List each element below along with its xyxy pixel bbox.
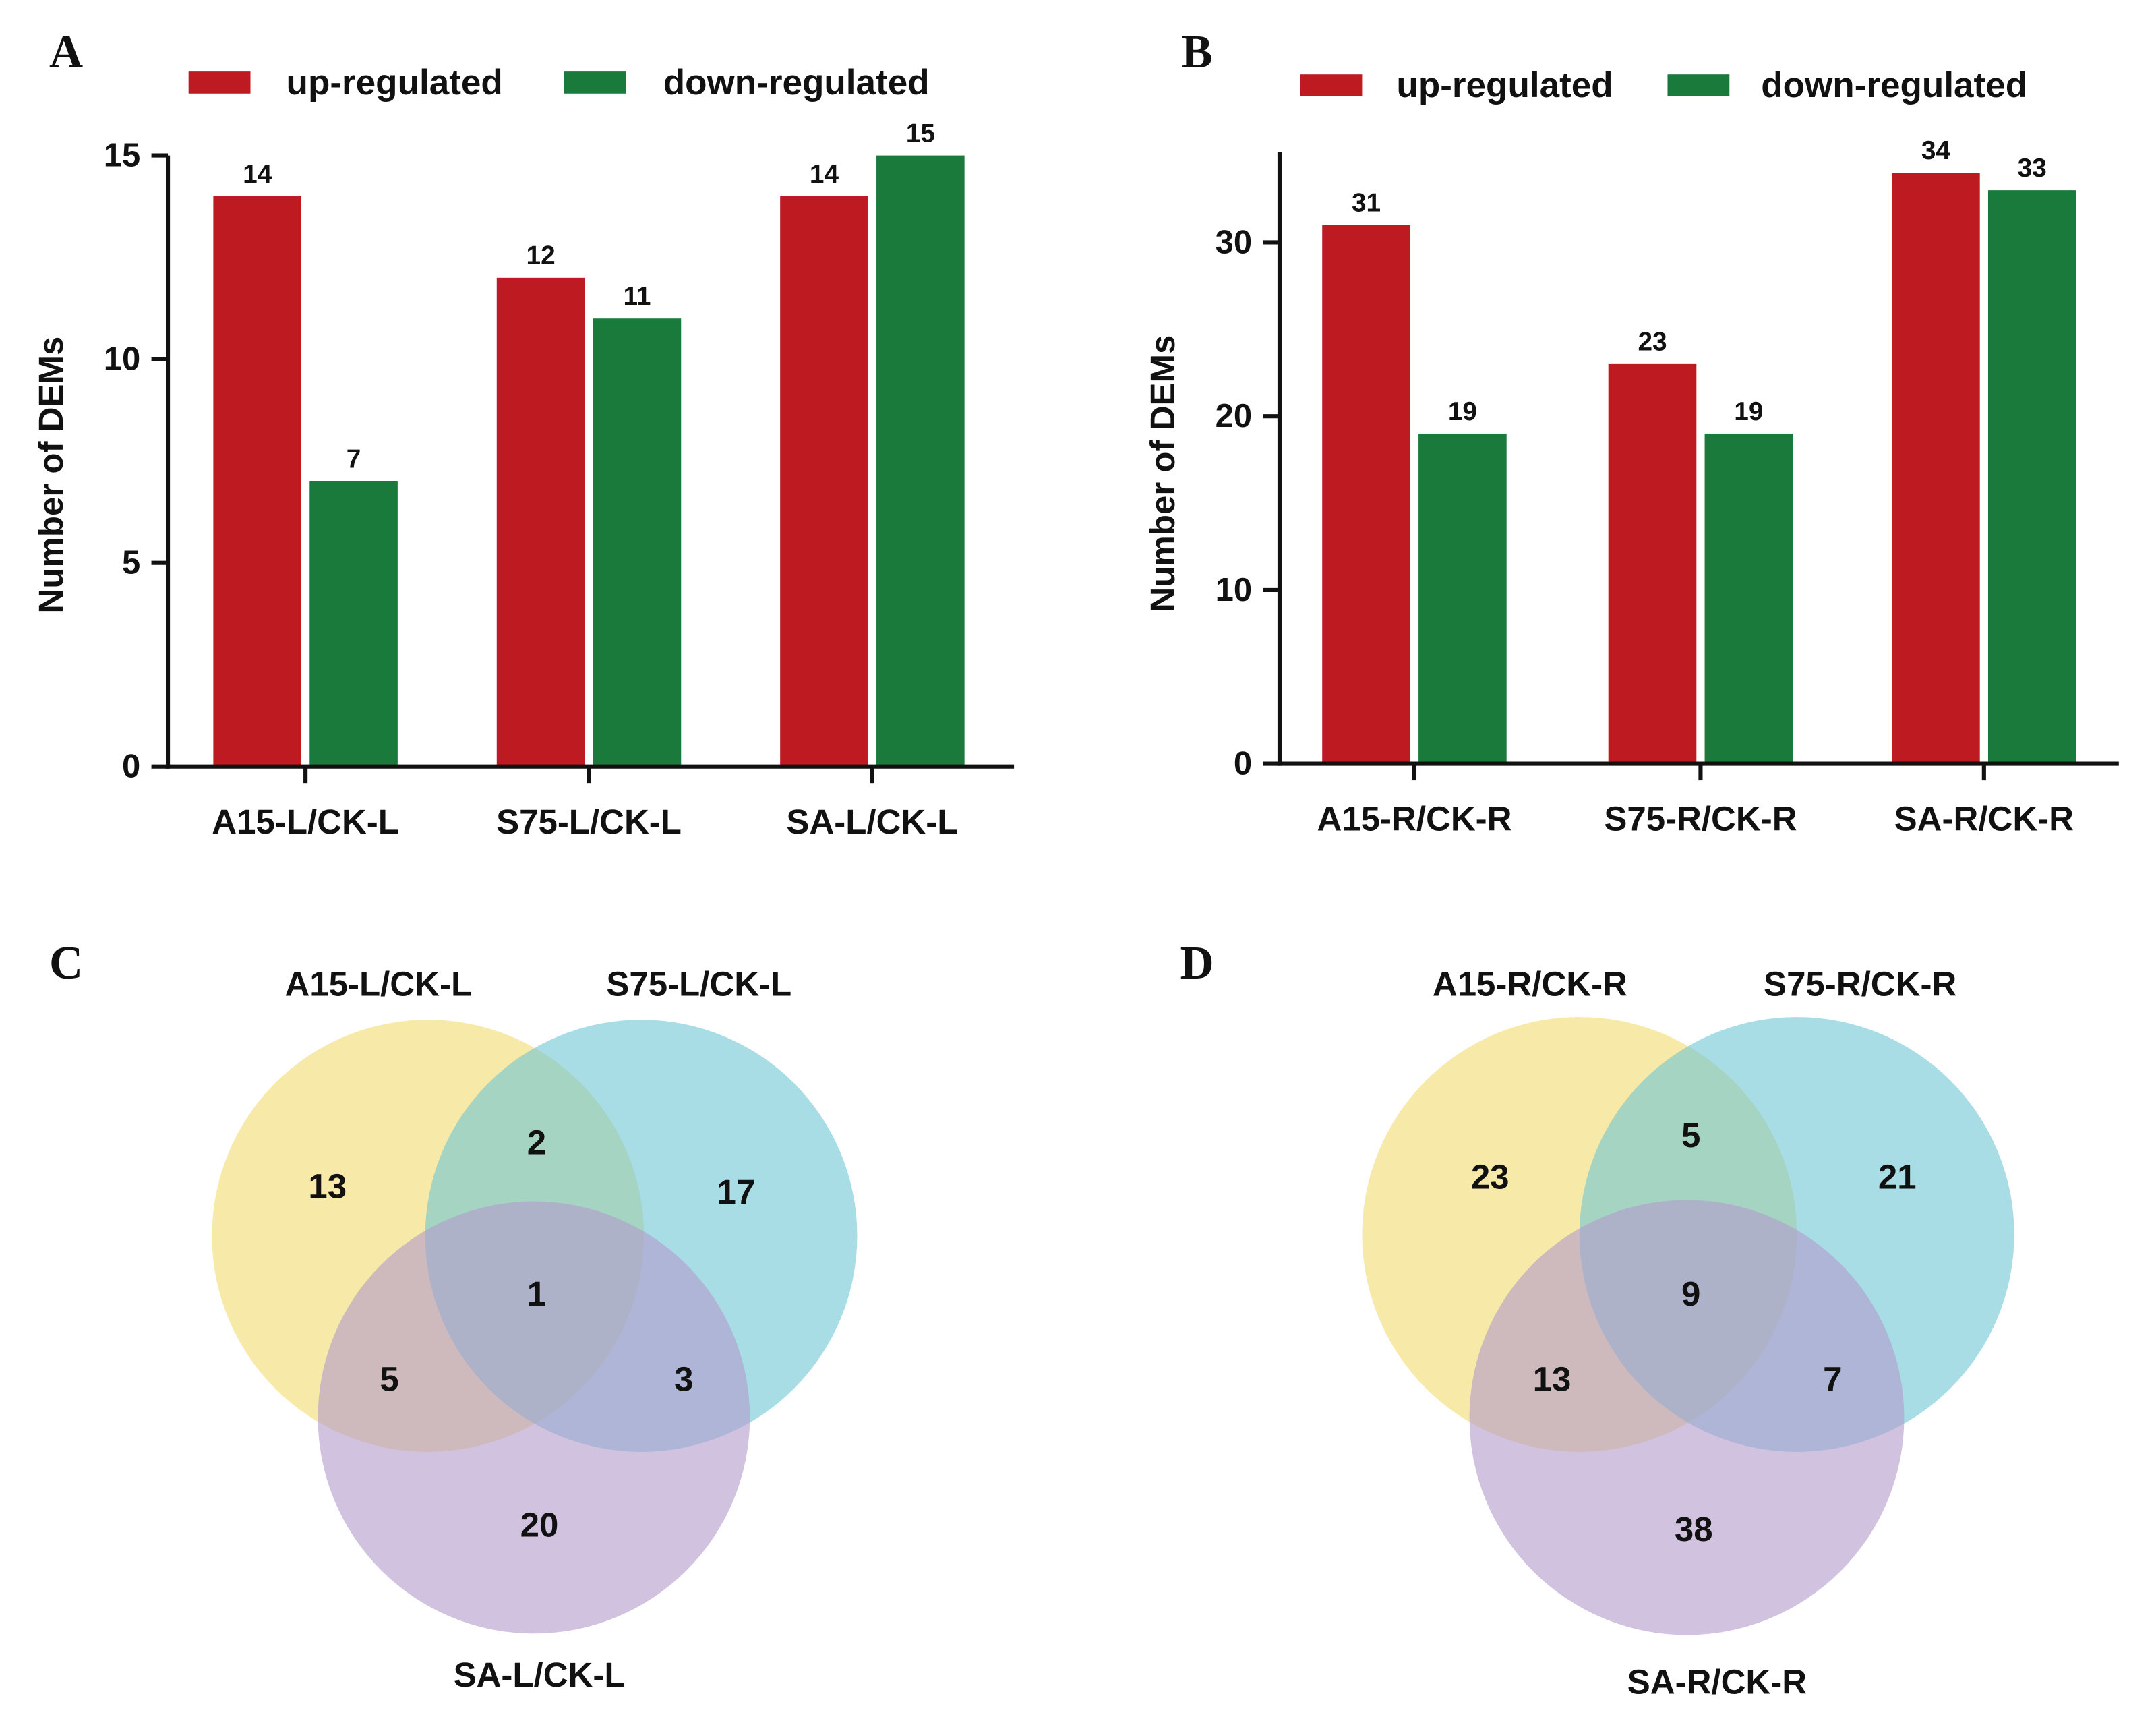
panel-label: A <box>49 26 83 78</box>
data-label: 33 <box>2018 154 2047 183</box>
y-tick-label: 0 <box>1234 746 1252 782</box>
y-tick-label: 5 <box>122 545 140 581</box>
venn-count-b-only: 17 <box>717 1173 756 1211</box>
x-tick-label: S75-R/CK-R <box>1604 800 1797 838</box>
y-tick-label: 15 <box>104 138 140 174</box>
venn-circle-c <box>1469 1200 1905 1635</box>
venn-set-label: S75-L/CK-L <box>606 965 791 1003</box>
data-label: 14 <box>243 160 272 189</box>
x-tick-label: S75-L/CK-L <box>496 802 682 841</box>
bar-chart-B <box>1263 74 2119 781</box>
bar-up <box>213 196 302 767</box>
venn-set-label: A15-R/CK-R <box>1433 965 1627 1003</box>
data-label: 31 <box>1352 189 1381 218</box>
bar-up <box>496 277 585 767</box>
data-label: 12 <box>527 241 556 270</box>
legend-swatch-up <box>188 71 251 94</box>
legend-label-down: down-regulated <box>1761 65 2027 105</box>
venn-count-a-only: 23 <box>1471 1157 1509 1196</box>
bar-down <box>1704 433 1793 764</box>
venn-count-b-only: 21 <box>1878 1157 1917 1196</box>
legend-swatch-down <box>564 71 626 94</box>
bar-chart-A <box>151 71 1015 784</box>
venn-diagram-D <box>1362 1017 2014 1635</box>
y-tick-label: 20 <box>1216 398 1252 434</box>
y-tick-label: 10 <box>1216 572 1252 608</box>
data-label: 23 <box>1638 328 1667 357</box>
venn-set-label: SA-L/CK-L <box>454 1656 626 1694</box>
y-tick-label: 30 <box>1216 224 1252 260</box>
legend-label-down: down-regulated <box>663 63 930 103</box>
legend-swatch-down <box>1667 74 1730 96</box>
venn-count-c-only: 20 <box>520 1506 559 1544</box>
bar-up <box>1608 363 1697 764</box>
x-tick-label: SA-R/CK-R <box>1894 800 2074 838</box>
y-tick-label: 0 <box>122 749 140 785</box>
panel-label: B <box>1181 26 1212 78</box>
venn-count-bc: 3 <box>674 1360 693 1398</box>
bar-down <box>876 155 965 767</box>
legend-swatch-up <box>1300 74 1363 96</box>
bar-down <box>593 318 682 767</box>
x-tick-label: SA-L/CK-L <box>786 802 958 841</box>
venn-count-ab: 5 <box>1681 1116 1700 1155</box>
bar-up <box>1322 225 1410 764</box>
venn-set-label: A15-L/CK-L <box>285 965 472 1003</box>
bar-down <box>309 481 398 767</box>
data-label: 19 <box>1448 397 1477 426</box>
legend-label-up: up-regulated <box>287 63 503 103</box>
y-axis-title: Number of DEMs <box>32 337 70 614</box>
data-label: 19 <box>1734 397 1763 426</box>
data-label: 34 <box>1921 136 1951 165</box>
panel-label: D <box>1180 937 1214 989</box>
legend-label-up: up-regulated <box>1396 65 1613 105</box>
venn-diagram-C <box>212 1020 858 1634</box>
x-tick-label: A15-R/CK-R <box>1317 800 1511 838</box>
venn-count-abc: 1 <box>527 1275 546 1313</box>
venn-count-ab: 2 <box>527 1123 546 1161</box>
y-axis-title: Number of DEMs <box>1143 335 1182 612</box>
y-tick-label: 10 <box>104 341 140 378</box>
data-label: 15 <box>906 119 935 148</box>
data-label: 14 <box>810 160 839 189</box>
bar-up <box>1892 173 1980 764</box>
venn-count-ac: 13 <box>1533 1360 1571 1398</box>
panel-label: C <box>49 937 83 989</box>
x-tick-label: A15-L/CK-L <box>212 802 399 841</box>
venn-set-label: SA-R/CK-R <box>1627 1662 1807 1701</box>
data-label: 7 <box>347 445 361 474</box>
venn-count-bc: 7 <box>1823 1360 1842 1398</box>
bar-down <box>1418 433 1507 764</box>
venn-count-a-only: 13 <box>308 1167 347 1206</box>
venn-count-ac: 5 <box>380 1360 398 1398</box>
data-label: 11 <box>623 282 651 311</box>
bar-down <box>1987 190 2076 764</box>
venn-count-c-only: 38 <box>1675 1510 1713 1548</box>
venn-set-label: S75-R/CK-R <box>1764 965 1956 1003</box>
venn-count-abc: 9 <box>1681 1275 1700 1313</box>
bar-up <box>780 196 868 767</box>
venn-circle-c <box>318 1201 750 1634</box>
